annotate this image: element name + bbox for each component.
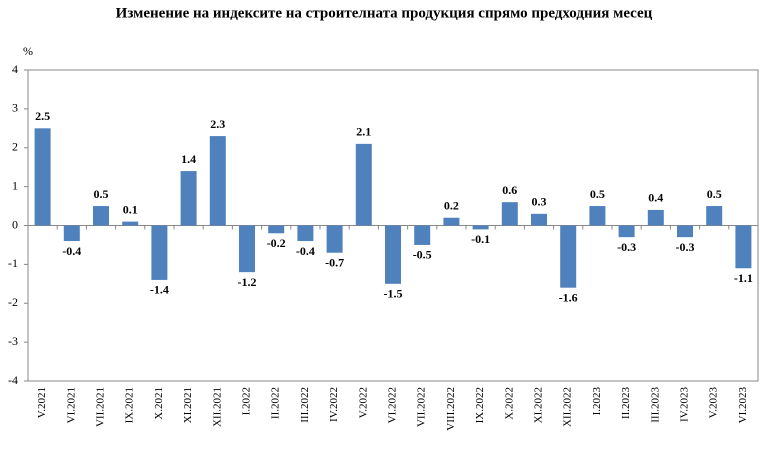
y-tick-label: 1	[12, 178, 18, 192]
data-label: -0.3	[676, 240, 695, 254]
bar	[677, 225, 693, 238]
x-tick-label: V.2021	[36, 387, 48, 418]
x-tick-label: XII.2022	[562, 387, 574, 427]
x-tick-label: V.2022	[357, 387, 369, 418]
bar	[414, 225, 431, 245]
bar	[355, 143, 372, 226]
chart-title: Изменение на индексите на строителната п…	[116, 5, 653, 21]
bar	[209, 136, 226, 226]
x-tick-label: X.2022	[503, 387, 515, 420]
x-tick-label: VIII.2022	[445, 387, 457, 431]
bar	[618, 225, 635, 238]
bar	[180, 171, 197, 226]
bar	[268, 225, 285, 234]
data-label: -0.4	[296, 244, 315, 258]
bar	[647, 209, 664, 226]
bar	[443, 217, 460, 226]
bar	[122, 221, 139, 226]
data-label: 0.6	[502, 183, 517, 197]
data-label: -0.3	[617, 240, 636, 254]
x-tick-label: I.2023	[591, 387, 603, 416]
data-label: -1.1	[734, 271, 753, 285]
bar	[560, 225, 577, 288]
data-label: -1.5	[384, 287, 403, 301]
x-tick-label: VI.2021	[65, 387, 77, 423]
bar	[239, 225, 255, 273]
x-tick-label: VII.2022	[416, 387, 428, 427]
data-label: 1.4	[181, 152, 196, 166]
bar	[297, 225, 314, 242]
x-tick-label: VII.2021	[95, 387, 107, 427]
bar	[385, 225, 401, 284]
data-label: 0.3	[532, 195, 547, 209]
x-tick-label: XII.2021	[211, 387, 223, 427]
data-label: 0.5	[94, 187, 109, 201]
bar	[34, 128, 51, 226]
bar	[735, 225, 752, 269]
x-tick-label: II.2023	[620, 387, 632, 420]
y-tick-label: -3	[8, 334, 18, 348]
x-tick-label: IX.2021	[124, 387, 136, 423]
bar	[531, 213, 547, 226]
data-label: -1.2	[238, 275, 257, 289]
x-tick-label: VI.2022	[387, 387, 399, 423]
data-label: 2.5	[35, 109, 50, 123]
x-tick-label: X.2021	[153, 387, 165, 420]
data-label: -0.4	[62, 244, 81, 258]
x-tick-label: III.2022	[299, 387, 311, 423]
data-label: 0.2	[444, 198, 459, 212]
data-label: -0.2	[267, 236, 286, 250]
x-tick-label: V.2023	[708, 387, 720, 419]
bar	[93, 206, 109, 226]
x-tick-label: XI.2021	[182, 387, 194, 423]
data-label: 0.5	[590, 187, 605, 201]
bar	[501, 202, 518, 226]
y-tick-label: 0	[12, 217, 18, 231]
x-tick-label: IV.2022	[328, 387, 340, 422]
data-label: 0.1	[123, 202, 138, 216]
data-label: 2.3	[210, 117, 225, 131]
data-label: -1.4	[150, 283, 169, 297]
data-label: 0.4	[648, 191, 663, 205]
x-tick-label: IX.2022	[474, 387, 486, 423]
y-tick-label: -4	[8, 373, 18, 387]
y-tick-label: 3	[12, 101, 18, 115]
x-tick-label: I.2022	[241, 387, 253, 415]
bar	[472, 225, 489, 230]
x-tick-label: XI.2022	[533, 387, 545, 423]
data-label: 2.1	[356, 125, 371, 139]
data-label: -0.7	[325, 255, 344, 269]
data-label: 0.5	[707, 187, 722, 201]
data-label: -0.1	[471, 232, 490, 246]
data-label: -0.5	[413, 248, 432, 262]
x-tick-label: II.2022	[270, 387, 282, 419]
y-axis-label: %	[23, 44, 33, 58]
y-tick-label: 2	[12, 140, 18, 154]
bar	[589, 206, 606, 226]
bar	[63, 225, 80, 242]
bar	[326, 225, 343, 253]
x-tick-label: IV.2023	[679, 387, 691, 422]
bar	[151, 225, 168, 280]
x-tick-label: III.2023	[649, 387, 661, 423]
y-tick-label: 4	[12, 62, 18, 76]
x-tick-label: VI.2023	[737, 387, 749, 424]
bar	[706, 206, 723, 226]
data-label: -1.6	[559, 290, 578, 304]
y-tick-label: -2	[8, 295, 18, 309]
y-tick-label: -1	[8, 256, 18, 270]
